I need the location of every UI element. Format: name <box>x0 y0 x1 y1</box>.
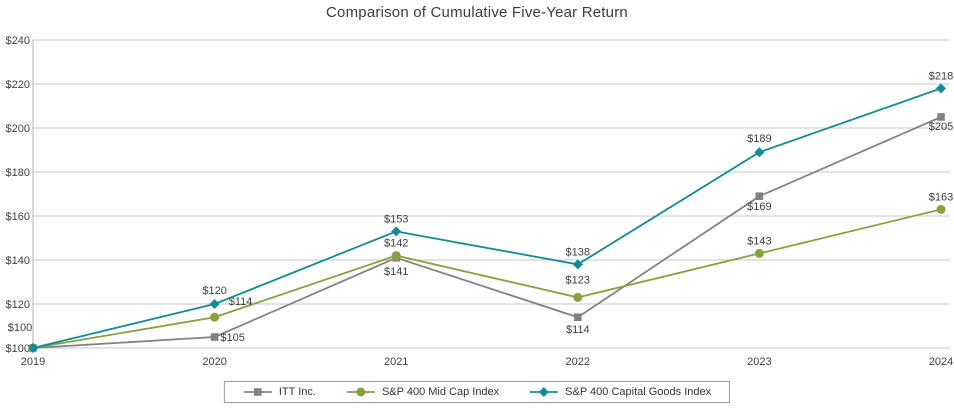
series-marker <box>209 299 220 309</box>
series-line <box>32 208 942 349</box>
data-label: $138 <box>566 246 590 258</box>
data-label: $153 <box>384 213 408 225</box>
data-label: $218 <box>929 70 953 82</box>
series-marker <box>391 226 402 237</box>
data-label: $120 <box>202 285 226 297</box>
y-tick-label: $120 <box>6 299 30 311</box>
diamond-marker-icon <box>530 387 559 397</box>
series-marker <box>572 259 583 270</box>
chart-title: Comparison of Cumulative Five-Year Retur… <box>326 4 628 21</box>
x-tick-label: 2022 <box>566 356 590 368</box>
data-label: $189 <box>747 133 771 145</box>
data-label: $141 <box>384 266 408 278</box>
data-label: $105 <box>220 332 244 344</box>
legend-label-midcap: S&P 400 Mid Cap Index <box>381 386 500 398</box>
legend-item-capgoods: S&P 400 Capital Goods Index <box>529 386 711 398</box>
y-tick-label: $100 <box>6 343 30 355</box>
y-tick-label: $180 <box>6 167 30 179</box>
data-label: $143 <box>747 235 771 247</box>
legend-label-capgoods: S&P 400 Capital Goods Index <box>565 386 712 398</box>
series-marker <box>539 387 550 397</box>
series-marker <box>936 83 946 94</box>
series-marker <box>755 192 764 200</box>
chart-legend: ITT Inc. S&P 400 Mid Cap Index S&P 400 C… <box>223 381 731 403</box>
data-label: $205 <box>929 121 953 133</box>
x-tick-label: 2019 <box>21 356 45 368</box>
series-marker <box>28 343 38 353</box>
circle-marker-icon <box>346 387 375 397</box>
x-tick-label: 2024 <box>929 356 953 368</box>
y-tick-label: $200 <box>6 123 30 135</box>
series-line <box>32 87 942 349</box>
x-tick-label: 2020 <box>202 356 226 368</box>
data-label: $123 <box>566 274 590 286</box>
data-label: $163 <box>929 191 953 203</box>
y-tick-label: $140 <box>6 255 30 267</box>
data-label: $100 <box>8 322 32 334</box>
y-tick-label: $220 <box>6 79 30 91</box>
y-tick-label: $240 <box>6 35 30 47</box>
series-marker <box>210 312 220 322</box>
data-label: $142 <box>384 238 408 250</box>
series-marker <box>574 313 582 321</box>
series-line <box>32 116 942 349</box>
series-marker <box>754 147 765 158</box>
square-marker-icon <box>243 388 272 396</box>
series-marker <box>936 204 946 214</box>
series-marker <box>391 251 401 261</box>
series-marker <box>210 333 219 341</box>
y-tick-label: $160 <box>6 211 30 223</box>
legend-item-itt: ITT Inc. <box>243 386 316 398</box>
x-tick-label: 2021 <box>384 356 408 368</box>
x-tick-label: 2023 <box>747 356 771 368</box>
series-marker <box>254 388 262 396</box>
series-marker <box>937 113 945 121</box>
legend-label-itt: ITT Inc. <box>278 386 316 398</box>
series-marker <box>754 248 764 258</box>
data-label: $169 <box>747 201 771 213</box>
series-marker <box>573 292 583 302</box>
data-label: $114 <box>229 296 253 308</box>
legend-item-midcap: S&P 400 Mid Cap Index <box>346 386 499 398</box>
series-marker <box>356 387 366 397</box>
data-label: $114 <box>566 324 590 336</box>
